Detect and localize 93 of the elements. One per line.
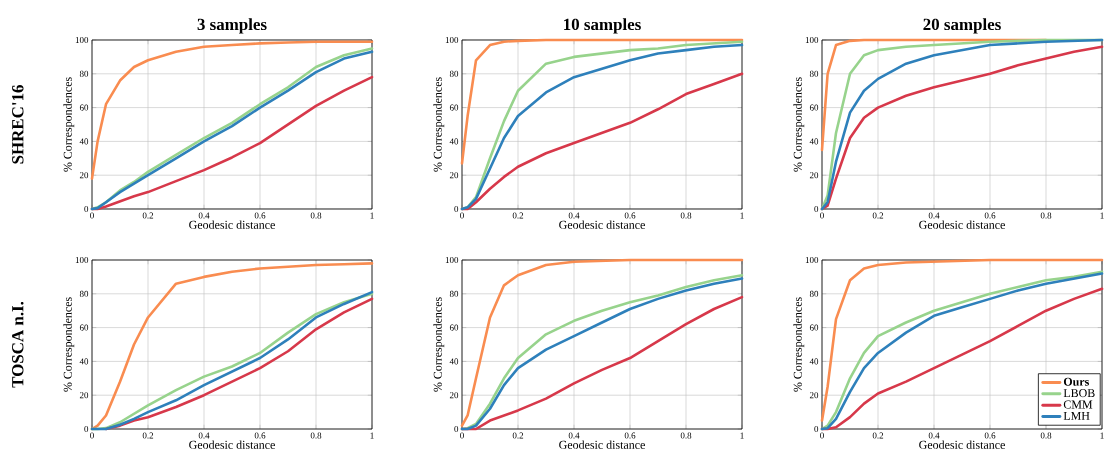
x-tick-label: 1 (1100, 432, 1104, 439)
x-tick-label: 0 (90, 432, 94, 439)
y-tick-label: 20 (449, 172, 459, 179)
x-axis-title: Geodesic distance (919, 220, 1005, 229)
x-tick-label: 0 (820, 212, 824, 219)
y-tick-label: 80 (809, 70, 819, 77)
x-tick-label: 0.2 (142, 212, 154, 219)
y-tick-label: 0 (454, 425, 459, 433)
y-tick-label: 80 (449, 290, 459, 297)
x-tick-label: 0.6 (984, 432, 996, 439)
y-tick-label: 20 (79, 392, 89, 399)
y-tick-label: 100 (445, 36, 459, 44)
y-tick-label: 20 (449, 392, 459, 399)
y-tick-label: 80 (79, 70, 89, 77)
x-tick-label: 0.4 (928, 212, 940, 219)
x-axis-title: Geodesic distance (919, 440, 1005, 449)
x-tick-label: 0.8 (1040, 432, 1052, 439)
x-tick-label: 1 (740, 432, 744, 439)
y-axis-title: % Correspondences (433, 77, 445, 172)
x-tick-label: 0.8 (310, 432, 322, 439)
y-tick-label: 40 (79, 358, 89, 365)
x-axis-title: Geodesic distance (189, 440, 275, 449)
y-tick-label: 0 (84, 425, 89, 433)
y-tick-label: 60 (809, 324, 819, 331)
y-tick-label: 0 (84, 205, 89, 213)
x-tick-label: 0.4 (198, 212, 210, 219)
y-tick-label: 80 (79, 290, 89, 297)
y-tick-label: 40 (449, 358, 459, 365)
y-tick-label: 40 (449, 138, 459, 145)
x-tick-label: 0.2 (872, 432, 884, 439)
x-tick-label: 0.2 (512, 432, 524, 439)
y-tick-label: 20 (79, 172, 89, 179)
y-tick-label: 100 (75, 256, 89, 264)
legend-label: LBOB (1063, 389, 1095, 398)
x-axis-title: Geodesic distance (189, 220, 275, 229)
chart-title: 3 samples (197, 18, 267, 34)
x-tick-label: 0.6 (254, 432, 266, 439)
legend-label: LMH (1063, 411, 1090, 420)
text: SHREC'16 (12, 85, 24, 164)
y-tick-label: 100 (805, 36, 819, 44)
y-tick-label: 100 (805, 256, 819, 264)
x-tick-label: 0.4 (568, 432, 580, 439)
y-tick-label: 0 (814, 205, 819, 213)
x-tick-label: 1 (740, 212, 744, 219)
x-tick-label: 0.6 (624, 212, 636, 219)
y-tick-label: 40 (809, 138, 819, 145)
y-tick-label: 40 (79, 138, 89, 145)
y-tick-label: 0 (454, 205, 459, 213)
x-tick-label: 0.8 (680, 432, 692, 439)
x-tick-label: 1 (370, 432, 374, 439)
y-tick-label: 100 (75, 36, 89, 44)
y-tick-label: 80 (809, 290, 819, 297)
x-tick-label: 0 (460, 212, 464, 219)
x-tick-label: 0.6 (624, 432, 636, 439)
text: TOSCA n.I. (12, 301, 24, 388)
legend-label: CMM (1063, 400, 1093, 409)
y-tick-label: 20 (809, 172, 819, 179)
x-tick-label: 0.2 (872, 212, 884, 219)
y-axis-title: % Correspondences (793, 77, 805, 172)
y-tick-label: 60 (449, 324, 459, 331)
x-tick-label: 0.8 (1040, 212, 1052, 219)
x-tick-label: 0.2 (512, 212, 524, 219)
y-axis-title: % Correspondences (63, 77, 75, 172)
x-tick-label: 0 (90, 212, 94, 219)
x-axis-title: Geodesic distance (559, 440, 645, 449)
x-tick-label: 0 (460, 432, 464, 439)
x-axis-title: Geodesic distance (559, 220, 645, 229)
y-tick-label: 100 (445, 256, 459, 264)
y-tick-label: 60 (449, 104, 459, 111)
y-tick-label: 60 (809, 104, 819, 111)
chart-title: 20 samples (923, 18, 1001, 34)
chart-title: 10 samples (564, 18, 641, 34)
y-tick-label: 20 (809, 392, 819, 399)
y-axis-title: % Correspondences (433, 297, 445, 392)
x-tick-label: 0.4 (928, 432, 940, 439)
y-tick-label: 60 (79, 104, 89, 111)
x-tick-label: 0.8 (680, 212, 692, 219)
x-tick-label: 0.4 (568, 212, 580, 219)
y-tick-label: 40 (809, 358, 819, 365)
y-tick-label: 60 (79, 324, 89, 331)
y-tick-label: 80 (449, 70, 459, 77)
x-tick-label: 0.6 (984, 212, 996, 219)
x-tick-label: 0.6 (254, 212, 266, 219)
y-axis-title: % Correspondences (793, 297, 805, 392)
x-tick-label: 0.2 (142, 432, 154, 439)
y-tick-label: 0 (814, 425, 819, 433)
x-tick-label: 0.8 (310, 212, 322, 219)
x-tick-label: 0.4 (198, 432, 210, 439)
x-tick-label: 1 (1100, 212, 1104, 219)
x-tick-label: 0 (820, 432, 824, 439)
legend-label: Ours (1063, 377, 1089, 386)
y-axis-title: % Correspondences (63, 297, 75, 392)
x-tick-label: 1 (370, 212, 374, 219)
